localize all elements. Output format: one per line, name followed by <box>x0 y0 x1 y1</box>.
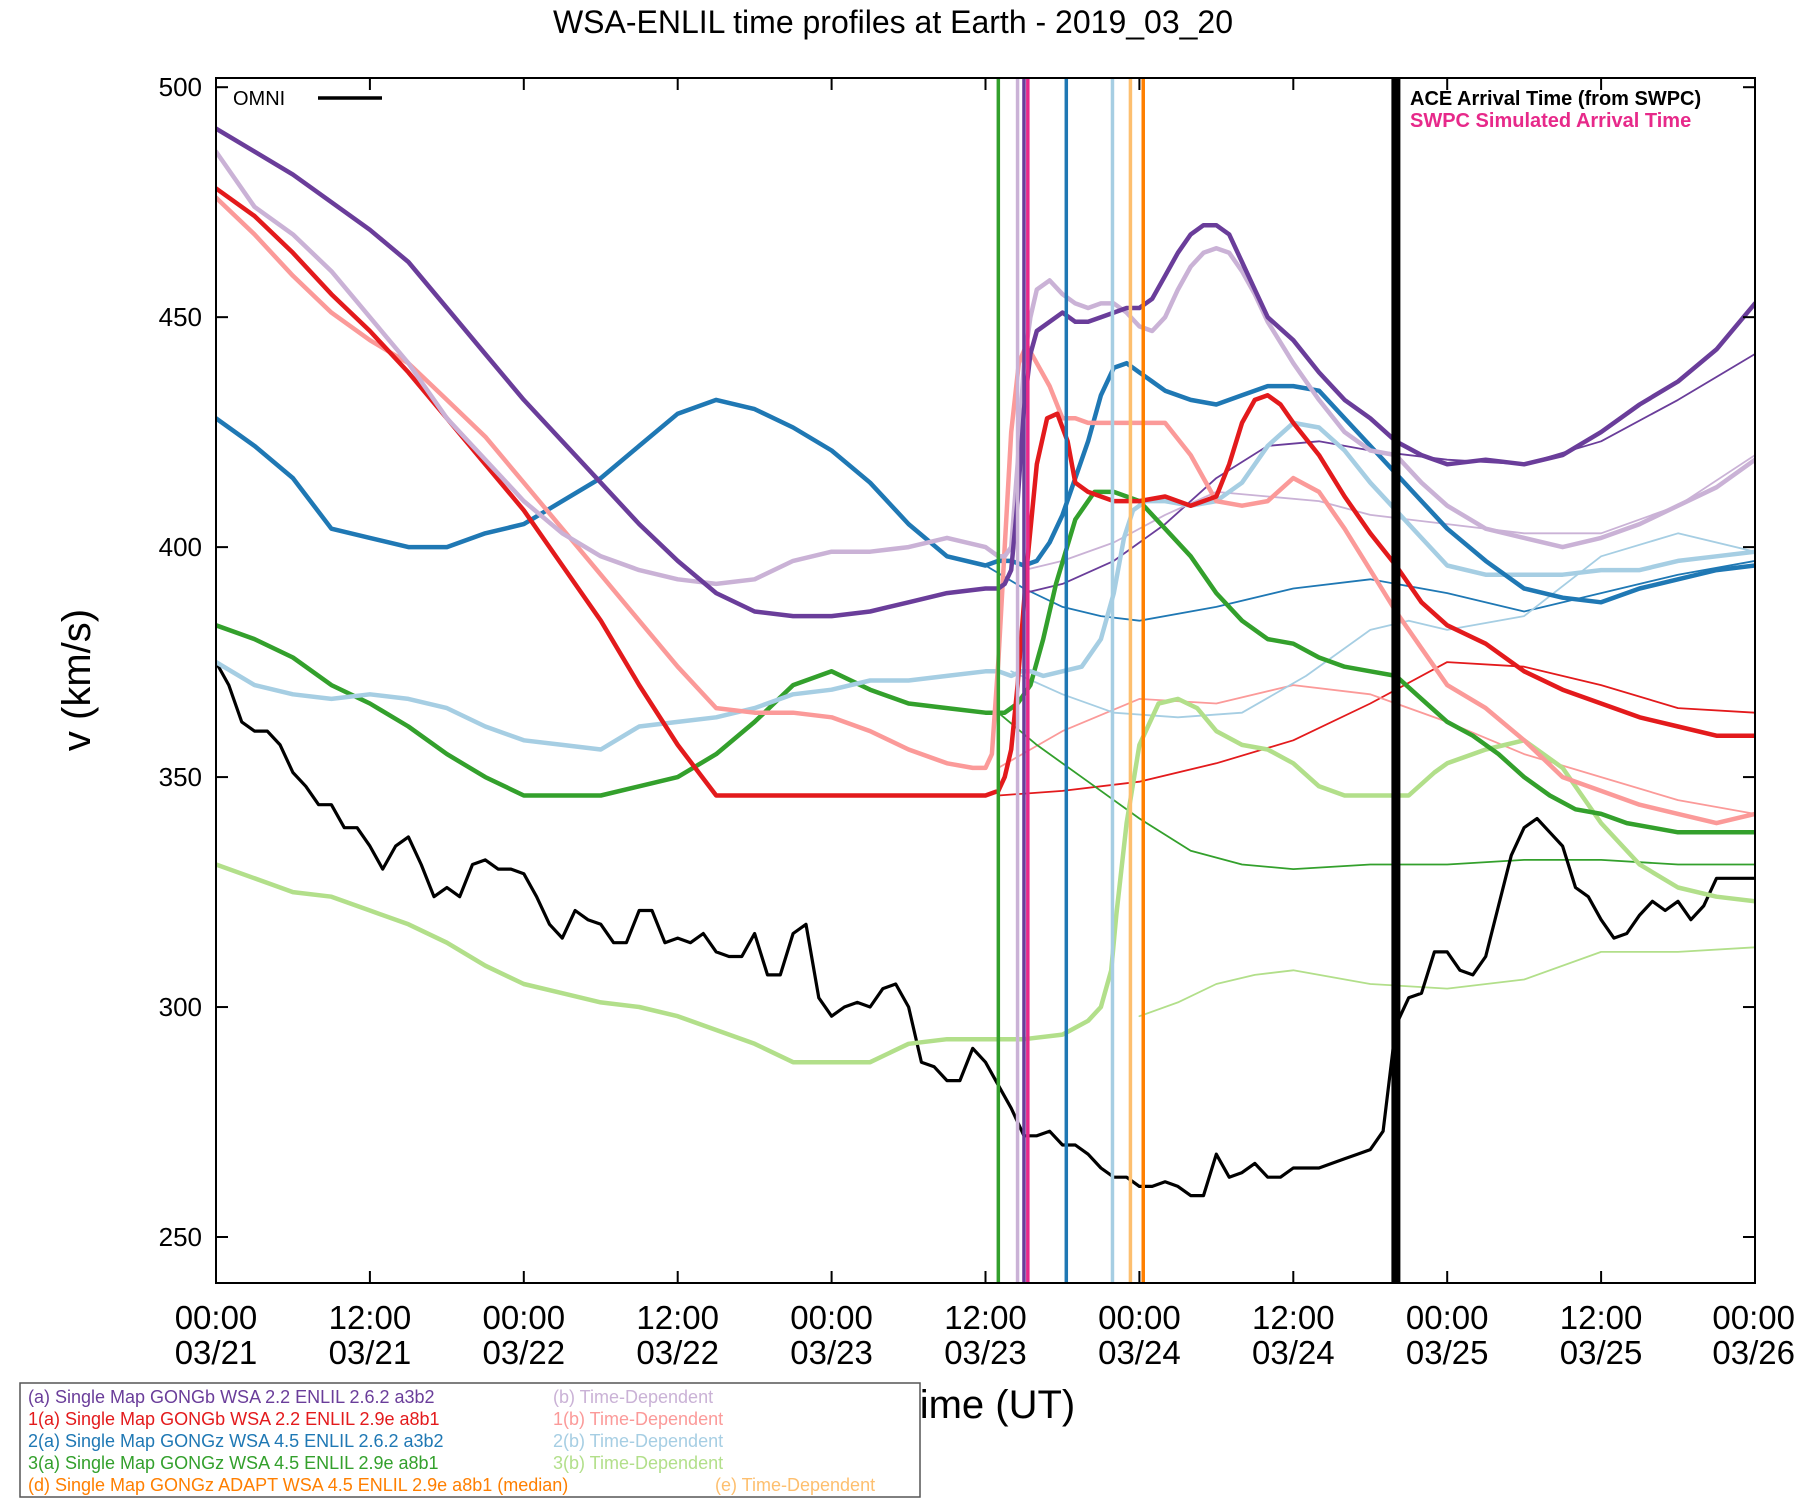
legend: (a) Single Map GONGb WSA 2.2 ENLIL 2.6.2… <box>28 1387 875 1495</box>
x-tick-date-label: 03/21 <box>175 1334 258 1371</box>
y-tick-label: 300 <box>159 992 202 1022</box>
x-tick-date-label: 03/23 <box>944 1334 1027 1371</box>
x-axis-ticks: 00:0003/2112:0003/2100:0003/2212:0003/22… <box>175 78 1795 1371</box>
x-tick-time-label: 12:00 <box>1560 1299 1643 1336</box>
legend-entry: (e) Time-Dependent <box>715 1475 875 1495</box>
arrival-lines-layer <box>996 78 1401 1283</box>
x-tick-time-label: 12:00 <box>329 1299 412 1336</box>
x-tick-time-label: 00:00 <box>175 1299 258 1336</box>
x-tick-date-label: 03/25 <box>1406 1334 1489 1371</box>
chart-title: WSA-ENLIL time profiles at Earth - 2019_… <box>553 4 1233 40</box>
series-line-2 <box>984 560 1755 622</box>
x-axis-label: Time (UT) <box>897 1383 1075 1427</box>
legend-entry: 2(b) Time-Dependent <box>553 1431 723 1451</box>
series-line-12 <box>216 360 1755 605</box>
legend-entry: 3(a) Single Map GONGz WSA 4.5 ENLIL 2.9e… <box>28 1453 439 1473</box>
legend-entry: (b) Time-Dependent <box>553 1387 713 1407</box>
x-tick-time-label: 00:00 <box>483 1299 566 1336</box>
y-axis-ticks: 250 300 350 400 450 500 <box>159 72 1755 1252</box>
omni-key: OMNI <box>233 88 382 110</box>
x-tick-date-label: 03/23 <box>790 1334 873 1371</box>
y-tick-label: 350 <box>159 762 202 792</box>
swpc-simulated-arrival-label: SWPC Simulated Arrival Time <box>1410 110 1691 132</box>
series-line-10 <box>216 489 1755 835</box>
y-axis-label: v (km/s) <box>55 609 99 751</box>
x-tick-date-label: 03/24 <box>1098 1334 1181 1371</box>
x-tick-date-label: 03/22 <box>636 1334 719 1371</box>
legend-entry: 3(b) Time-Dependent <box>553 1453 723 1473</box>
legend-box <box>19 1382 921 1498</box>
series-line-11 <box>216 420 1755 752</box>
x-tick-date-label: 03/24 <box>1252 1334 1335 1371</box>
x-tick-time-label: 12:00 <box>636 1299 719 1336</box>
omni-key-label: OMNI <box>233 88 285 110</box>
legend-entry: 1(a) Single Map GONGb WSA 2.2 ENLIL 2.9e… <box>28 1409 440 1429</box>
series-line-16 <box>216 126 1755 619</box>
x-tick-date-label: 03/26 <box>1712 1334 1795 1371</box>
series-line-15 <box>216 149 1755 587</box>
x-tick-time-label: 00:00 <box>790 1299 873 1336</box>
series-line-5 <box>1138 946 1755 1018</box>
legend-entry: 1(b) Time-Dependent <box>553 1409 723 1429</box>
series-line-4 <box>997 711 1755 870</box>
x-tick-time-label: 00:00 <box>1712 1299 1795 1336</box>
plot-frame <box>215 77 1756 1284</box>
x-tick-date-label: 03/22 <box>483 1334 566 1371</box>
x-tick-time-label: 12:00 <box>1252 1299 1335 1336</box>
x-tick-date-label: 03/25 <box>1560 1334 1643 1371</box>
plot-series-layer <box>216 126 1755 1198</box>
series-line-14 <box>216 186 1755 798</box>
series-line-3 <box>1010 532 1755 719</box>
series-line-13 <box>216 195 1755 826</box>
arrival-key: ACE Arrival Time (from SWPC) SWPC Simula… <box>1410 88 1701 132</box>
x-tick-time-label: 00:00 <box>1098 1299 1181 1336</box>
ace-arrival-label: ACE Arrival Time (from SWPC) <box>1410 88 1701 110</box>
series-line-8 <box>216 660 1755 1198</box>
y-tick-label: 250 <box>159 1222 202 1252</box>
y-tick-label: 400 <box>159 532 202 562</box>
legend-entry: (d) Single Map GONGz ADAPT WSA 4.5 ENLIL… <box>28 1475 568 1495</box>
y-tick-label: 500 <box>159 72 202 102</box>
legend-entry: (a) Single Map GONGb WSA 2.2 ENLIL 2.6.2… <box>28 1387 435 1407</box>
y-tick-label: 450 <box>159 302 202 332</box>
legend-entry: 2(a) Single Map GONGz WSA 4.5 ENLIL 2.6.… <box>28 1431 444 1451</box>
x-tick-time-label: 00:00 <box>1406 1299 1489 1336</box>
x-tick-time-label: 12:00 <box>944 1299 1027 1336</box>
x-tick-date-label: 03/21 <box>329 1334 412 1371</box>
